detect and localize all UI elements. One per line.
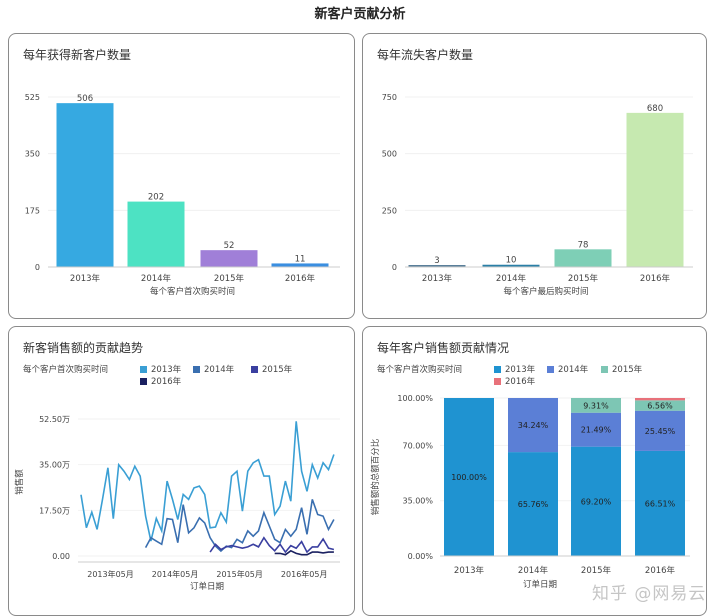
data-label: 52 <box>224 241 235 251</box>
x-axis-title: 订单日期 <box>523 579 557 590</box>
series-line-2014年 <box>144 499 335 553</box>
y-tick-label: 35.00% <box>402 497 433 506</box>
x-tick-label: 2015年 <box>581 565 612 576</box>
bar <box>626 112 684 267</box>
y-tick-label: 500 <box>382 150 397 159</box>
data-label: 69.20% <box>581 497 612 506</box>
bar-segment <box>571 446 621 556</box>
y-tick-label: 250 <box>382 206 397 215</box>
bar-segment <box>444 398 494 556</box>
legend-item[interactable]: 2016年 <box>494 375 535 387</box>
bar-segment <box>571 398 621 413</box>
watermark: 知乎 @网易云 <box>592 584 707 604</box>
bar-segment <box>635 398 685 401</box>
x-tick-label: 2014年 <box>141 273 172 284</box>
series-line-2013年 <box>80 421 335 542</box>
series-line-2015年 <box>209 536 335 554</box>
data-label: 34.24% <box>518 421 549 430</box>
legend-title: 每个客户首次购买时间 <box>377 365 463 375</box>
bar <box>271 263 329 267</box>
x-tick-label: 2016年05月 <box>281 569 328 579</box>
data-label: 202 <box>148 193 164 203</box>
y-tick-label: 0.00 <box>52 552 70 561</box>
data-label: 66.51% <box>645 499 676 508</box>
data-label: 78 <box>578 240 589 250</box>
x-tick-label: 2016年 <box>285 273 316 284</box>
x-axis-title: 每个客户首次购买时间 <box>150 286 235 297</box>
y-tick-label: 0 <box>35 263 40 272</box>
bar-segment <box>508 452 558 556</box>
page-title: 新客户贡献分析 <box>314 7 406 22</box>
legend-item[interactable]: 2015年 <box>251 363 292 375</box>
bar-segment <box>508 398 558 453</box>
x-tick-label: 2013年 <box>422 273 453 284</box>
x-tick-label: 2013年 <box>70 273 101 284</box>
x-tick-label: 2013年 <box>454 565 485 576</box>
legend-item[interactable]: 2014年 <box>547 363 588 375</box>
y-axis-title: 销售额的总额百分比 <box>370 439 381 516</box>
y-tick-label: 350 <box>25 150 40 159</box>
y-tick-label: 0 <box>392 263 397 272</box>
bar <box>56 103 114 268</box>
legend-item[interactable]: 2015年 <box>601 363 642 375</box>
y-axis-title: 销售额 <box>14 469 25 495</box>
x-tick-label: 2013年05月 <box>87 569 134 579</box>
bar-segment <box>635 400 685 411</box>
chart-title: 每年客户销售额贡献情况 <box>377 341 510 355</box>
legend-item[interactable]: 2013年 <box>140 363 181 375</box>
bar <box>482 264 540 267</box>
bar-segment <box>635 450 685 556</box>
chart-title: 每年获得新客户数量 <box>23 48 132 62</box>
y-tick-label: 70.00% <box>402 441 433 450</box>
x-axis-title: 订单日期 <box>190 581 224 592</box>
data-label: 21.49% <box>581 426 612 435</box>
data-label: 10 <box>506 256 517 266</box>
data-label: 3 <box>434 256 439 266</box>
data-label: 506 <box>77 94 93 104</box>
bar <box>408 265 466 267</box>
x-axis-title: 每个客户最后购买时间 <box>503 286 588 297</box>
bar <box>200 250 258 267</box>
data-label: 9.31% <box>583 401 609 410</box>
data-label: 680 <box>647 104 663 114</box>
x-tick-label: 2015年 <box>568 273 599 284</box>
x-tick-label: 2016年 <box>640 273 671 284</box>
legend-item[interactable]: 2014年 <box>193 363 234 375</box>
y-tick-label: 100.00% <box>397 394 433 403</box>
x-tick-label: 2014年 <box>496 273 527 284</box>
x-tick-label: 2015年 <box>214 273 245 284</box>
legend-item[interactable]: 2013年 <box>494 363 535 375</box>
data-label: 65.76% <box>518 500 549 509</box>
y-tick-label: 175 <box>25 206 40 215</box>
x-tick-label: 2014年 <box>518 565 549 576</box>
x-tick-label: 2016年 <box>645 565 676 576</box>
y-tick-label: 525 <box>25 93 40 102</box>
bar <box>554 249 612 267</box>
y-tick-label: 35.00万 <box>39 461 70 470</box>
x-tick-label: 2014年05月 <box>152 569 199 579</box>
y-tick-label: 52.50万 <box>39 415 70 424</box>
chart-title: 新客销售额的贡献趋势 <box>23 341 144 355</box>
data-label: 6.56% <box>647 402 673 411</box>
data-label: 25.45% <box>645 427 676 436</box>
chart-title: 每年流失客户数量 <box>377 48 474 62</box>
data-label: 11 <box>295 254 306 264</box>
y-tick-label: 17.50万 <box>39 506 70 515</box>
y-tick-label: 0.00% <box>408 552 434 561</box>
legend-item[interactable]: 2016年 <box>140 375 181 387</box>
series-line-2016年 <box>274 549 334 556</box>
bar-segment <box>635 410 685 451</box>
bar-segment <box>571 412 621 447</box>
x-tick-label: 2015年05月 <box>216 569 263 579</box>
y-tick-label: 750 <box>382 93 397 102</box>
bar <box>127 201 185 267</box>
data-label: 100.00% <box>451 473 487 482</box>
legend-title: 每个客户首次购买时间 <box>23 365 109 375</box>
